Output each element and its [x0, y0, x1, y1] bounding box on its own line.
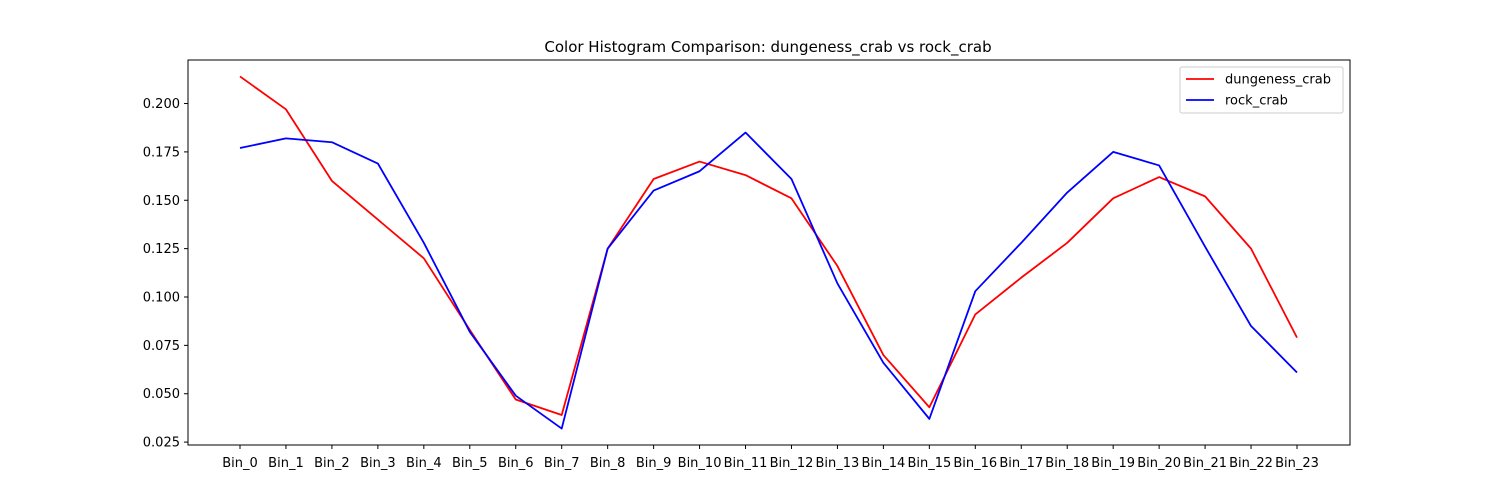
x-tick-label: Bin_19 [1091, 456, 1135, 471]
x-tick-label: Bin_13 [816, 456, 860, 471]
y-tick-label: 0.125 [143, 242, 180, 257]
legend: dungeness_crab rock_crab [1179, 66, 1344, 114]
x-tick-label: Bin_9 [636, 456, 672, 471]
x-tick-label: Bin_2 [314, 456, 350, 471]
x-tick-label: Bin_12 [770, 456, 814, 471]
x-tick-label: Bin_6 [498, 456, 534, 471]
y-tick-label: 0.100 [143, 290, 180, 305]
x-tick-label: Bin_3 [360, 456, 396, 471]
x-tick-label: Bin_16 [953, 456, 997, 471]
x-tick-label: Bin_14 [861, 456, 905, 471]
x-tick-label: Bin_4 [406, 456, 442, 471]
x-tick-label: Bin_7 [544, 456, 580, 471]
x-tick-label: Bin_0 [222, 456, 258, 471]
x-tick-label: Bin_18 [1045, 456, 1089, 471]
series-line-rock-crab [239, 131, 1298, 430]
chart-title: Color Histogram Comparison: dungeness_cr… [544, 38, 991, 57]
axes-frame [187, 59, 1351, 446]
x-tick-label: Bin_8 [590, 456, 626, 471]
x-tick-label: Bin_11 [724, 456, 768, 471]
y-tick-label: 0.075 [143, 339, 180, 354]
x-tick-label: Bin_21 [1183, 456, 1227, 471]
x-tick-label: Bin_17 [999, 456, 1043, 471]
x-tick-label: Bin_10 [678, 456, 722, 471]
x-tick-label: Bin_22 [1229, 456, 1273, 471]
x-tick-label: Bin_5 [452, 456, 488, 471]
y-tick-label: 0.150 [143, 194, 180, 209]
legend-label-rock-crab: rock_crab [1225, 94, 1288, 109]
y-tick-label: 0.175 [143, 145, 180, 160]
x-tick-label: Bin_15 [907, 456, 951, 471]
y-tick-label: 0.050 [143, 387, 180, 402]
y-tick-label: 0.200 [143, 97, 180, 112]
plot-area: Bin_0 Bin_1 Bin_2 Bin_3 Bin_4 Bin_5 Bin_6 Bin_7… [143, 59, 1351, 471]
legend-label-dungeness-crab: dungeness_crab [1225, 73, 1331, 88]
legend-box [1179, 66, 1344, 114]
series-line-dungeness-crab [239, 75, 1298, 416]
x-tick-label: Bin_20 [1137, 456, 1181, 471]
x-tick-label: Bin_1 [268, 456, 304, 471]
y-tick-label: 0.025 [143, 436, 180, 451]
x-tick-label: Bin_23 [1275, 456, 1319, 471]
